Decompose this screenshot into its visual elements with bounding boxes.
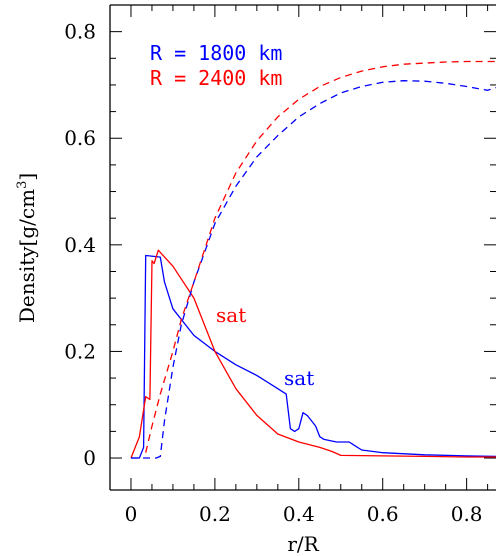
x-tick-label: 0.2 — [199, 502, 231, 526]
y-tick-label: 0.6 — [64, 126, 96, 150]
annotation-sat-red: sat — [216, 303, 246, 327]
tick-labels: 0 0.2 0.4 0.6 0.8 0 0.2 0.4 0.6 0.8 — [64, 20, 482, 526]
y-axis-title: Density[g/cm3] — [15, 173, 39, 323]
x-tick-label: 0 — [125, 502, 138, 526]
y-axis-title-unit: [g/cm — [15, 189, 39, 247]
y-tick-label: 0.4 — [64, 233, 96, 257]
annotation-sat-blue: sat — [284, 366, 314, 390]
x-tick-label: 0.6 — [367, 502, 399, 526]
plot-frame — [109, 4, 496, 491]
y-tick-label: 0 — [83, 446, 96, 470]
x-tick-label: 0.4 — [283, 502, 315, 526]
legend-entry-1: R = 1800 km — [150, 41, 282, 65]
series-line-2-solid — [130, 249, 496, 459]
y-tick-label: 0.2 — [64, 339, 96, 363]
series-line-1-solid — [131, 254, 496, 459]
axis-ticks — [110, 5, 496, 490]
series-layer — [130, 60, 496, 459]
series-line-3-dashed — [131, 80, 496, 459]
y-axis-title-name: Density — [15, 246, 39, 323]
y-axis-title-superscript: 3 — [15, 181, 30, 189]
legend-entry-2: R = 2400 km — [150, 66, 282, 90]
y-axis-title-close: ] — [15, 173, 39, 181]
series-line-4-dashed — [145, 60, 496, 453]
y-tick-label: 0.8 — [64, 20, 96, 44]
x-tick-label: 0.8 — [451, 502, 483, 526]
x-axis-title: r/R — [287, 532, 319, 556]
